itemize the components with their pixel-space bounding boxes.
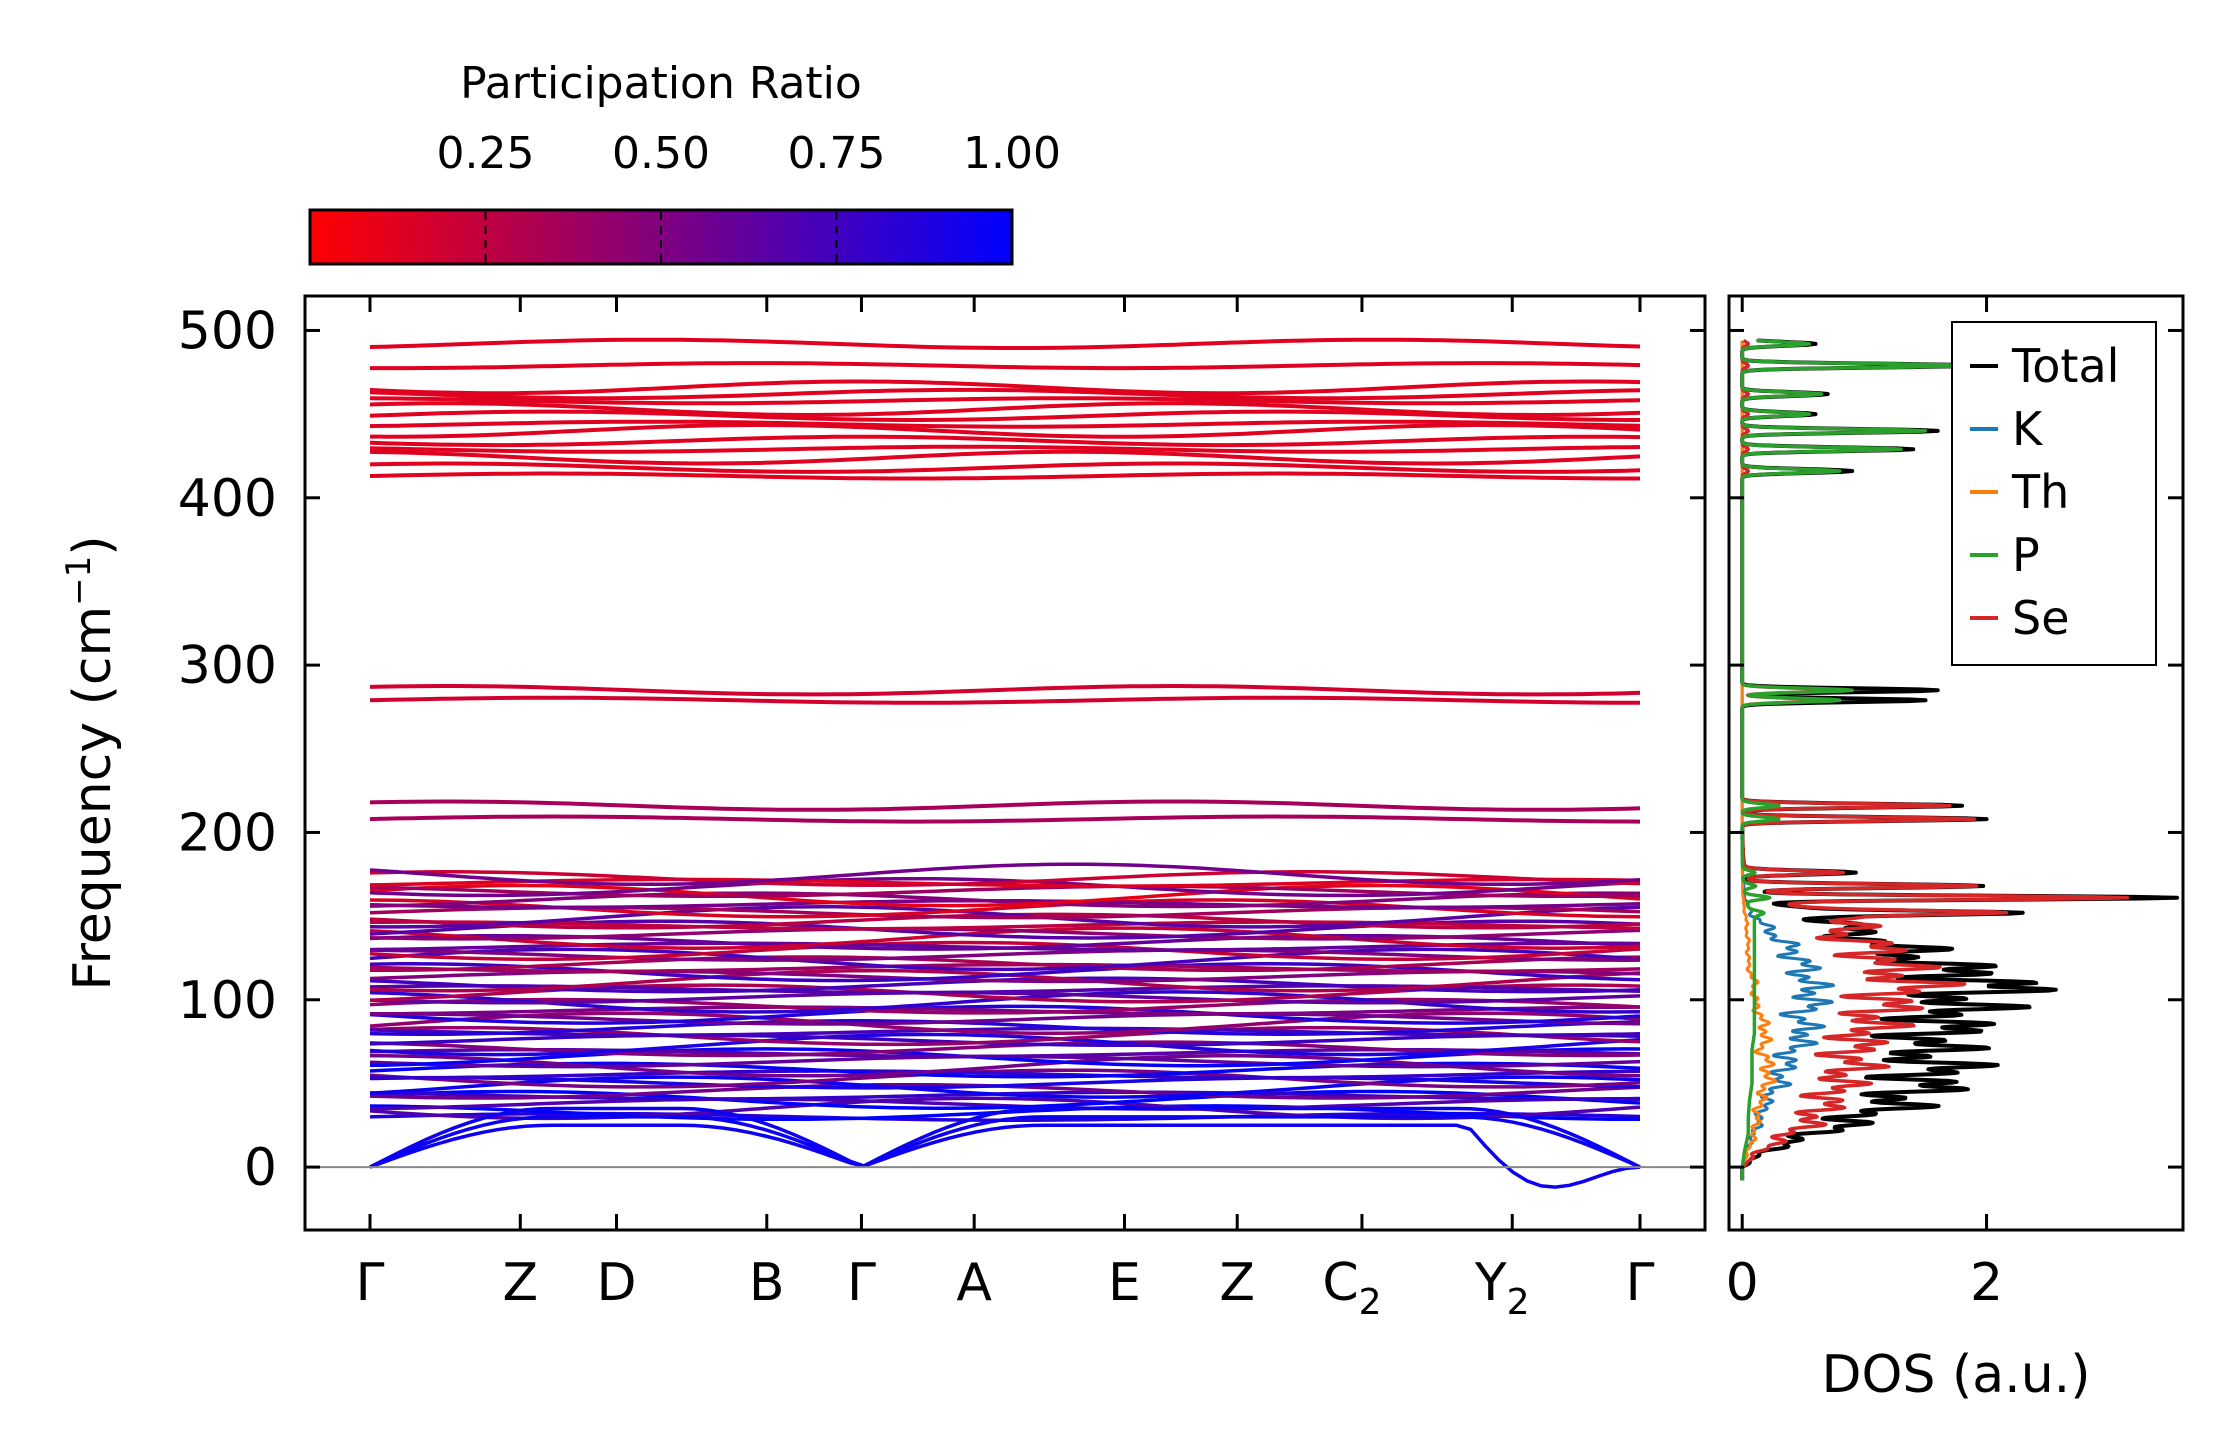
band-line	[370, 1012, 1641, 1026]
band-line	[369, 814, 1641, 824]
band-line	[369, 1068, 1641, 1089]
band-line	[369, 434, 1641, 448]
band-line	[369, 997, 1641, 1015]
legend-label: Th	[2011, 465, 2069, 519]
band-line	[369, 444, 1641, 454]
band-line	[369, 1011, 1641, 1036]
band-line	[369, 1033, 1641, 1048]
dos-p-line	[1740, 338, 1970, 1182]
colorbar-tick-label: 0.75	[788, 128, 886, 179]
band-line	[369, 927, 1641, 941]
band-line	[369, 947, 1641, 972]
y-axis-label: Frequency (cm−1)	[59, 535, 123, 990]
legend-label: P	[2012, 528, 2040, 582]
band-line	[369, 1076, 1641, 1090]
y-axis-label-close: )	[63, 535, 123, 555]
y-tick-label: 400	[178, 469, 277, 529]
acoustic-band	[369, 1115, 1641, 1169]
band-line	[369, 1019, 1641, 1036]
dos-axes-frame	[1727, 294, 2185, 1232]
band-line	[369, 1004, 1641, 1025]
dos-x-tick-label: 2	[1970, 1253, 2003, 1313]
k-point-label: E	[1108, 1253, 1141, 1313]
colorbar: Participation Ratio 0.25 0.50 0.75 1.00	[308, 58, 1061, 266]
band-line	[369, 1089, 1641, 1110]
band-line	[369, 940, 1641, 962]
band-line	[369, 379, 1641, 396]
legend-label: K	[2012, 402, 2044, 456]
colorbar-tick-label: 0.25	[437, 128, 535, 179]
band-line	[369, 891, 1641, 909]
k-point-label: Z	[502, 1253, 538, 1313]
y-axis-label-text: Frequency (cm	[63, 606, 123, 991]
y-tick-label: 200	[178, 803, 277, 863]
band-line	[370, 361, 1641, 371]
y-tick-label: 0	[244, 1138, 277, 1198]
band-line	[369, 877, 1641, 888]
k-point-label: Γ	[1626, 1253, 1655, 1313]
band-line	[369, 1047, 1641, 1068]
band-line	[369, 799, 1641, 812]
band-line	[369, 695, 1641, 705]
band-line	[369, 337, 1641, 350]
band-line	[370, 955, 1641, 973]
band-line	[369, 396, 1641, 406]
band-line	[369, 387, 1641, 401]
band-axes-frame	[303, 294, 1707, 1232]
legend-label: Total	[2011, 339, 2119, 393]
y-tick-label: 500	[178, 301, 277, 361]
dos-x-tick-label: 0	[1726, 1253, 1759, 1313]
band-line	[369, 449, 1641, 466]
colorbar-tick-label: 0.50	[612, 128, 710, 179]
x-axis-label-dos: DOS (a.u.)	[1822, 1345, 2091, 1405]
k-point-label: Γ	[356, 1253, 385, 1313]
k-point-subscript: 2	[1507, 1282, 1530, 1323]
band-line	[369, 905, 1641, 929]
k-point-label: D	[596, 1253, 636, 1313]
band-line	[369, 419, 1641, 429]
band-line	[369, 471, 1640, 481]
colorbar-title: Participation Ratio	[460, 58, 862, 109]
band-line	[369, 883, 1641, 908]
k-point-label: Γ	[847, 1253, 876, 1313]
band-line	[370, 1005, 1641, 1016]
legend: Total K Th P Se	[1951, 321, 2157, 666]
acoustic-band	[369, 1106, 1641, 1169]
k-point-label: A	[956, 1253, 992, 1313]
legend-label: Se	[2012, 591, 2070, 645]
y-tick-label: 100	[178, 971, 277, 1031]
k-point-label: Y2	[1474, 1253, 1530, 1323]
band-line	[369, 920, 1641, 931]
band-line	[369, 862, 1641, 887]
k-point-subscript: 2	[1359, 1282, 1382, 1323]
band-line	[369, 409, 1640, 422]
band-line	[370, 1069, 1641, 1080]
k-point-label: C2	[1322, 1253, 1381, 1323]
y-axis-label-sup: −1	[59, 556, 99, 606]
band-line	[369, 401, 1641, 418]
dos-panel: 0 2 DOS (a.u.) Total K Th P Se	[1726, 294, 2185, 1405]
k-point-label: Z	[1219, 1253, 1255, 1313]
band-line	[369, 683, 1641, 697]
band-line	[369, 870, 1641, 887]
band-line	[369, 1032, 1641, 1057]
band-line	[369, 423, 1641, 439]
band-line	[369, 876, 1641, 898]
k-point-label: B	[749, 1253, 785, 1313]
colorbar-tick-label: 1.00	[963, 128, 1061, 179]
band-line	[369, 1026, 1641, 1037]
band-line	[369, 461, 1641, 474]
y-tick-label: 300	[178, 636, 277, 696]
band-line	[369, 948, 1641, 962]
acoustic-band	[369, 1123, 1641, 1189]
